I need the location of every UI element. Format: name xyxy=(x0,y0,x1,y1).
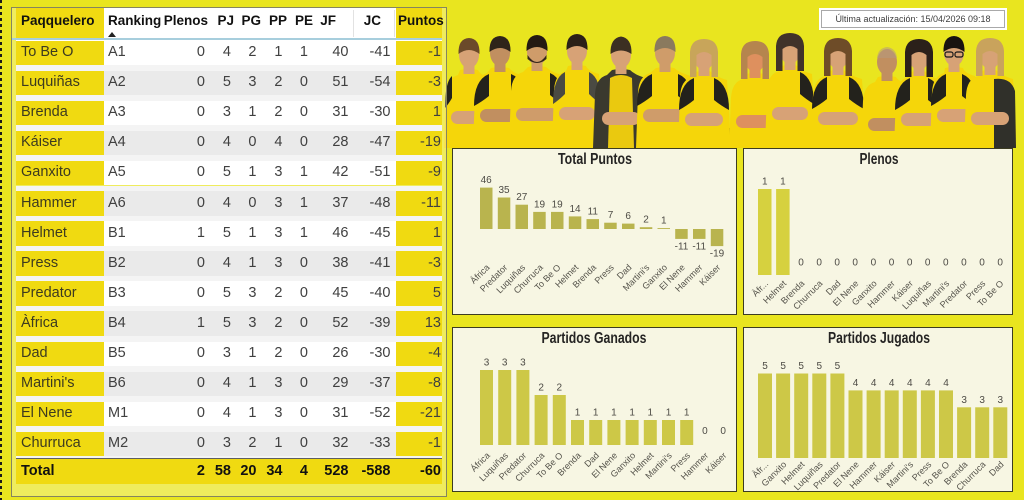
svg-text:2: 2 xyxy=(643,215,649,226)
svg-text:1: 1 xyxy=(575,408,581,419)
svg-text:0: 0 xyxy=(871,258,877,269)
svg-text:Press: Press xyxy=(593,262,617,286)
svg-text:2: 2 xyxy=(557,383,563,394)
svg-text:4: 4 xyxy=(907,378,913,389)
svg-text:-19: -19 xyxy=(710,249,725,260)
svg-text:1: 1 xyxy=(780,177,786,188)
svg-text:Partidos Ganados: Partidos Ganados xyxy=(542,330,647,347)
svg-text:5: 5 xyxy=(817,361,823,372)
svg-text:4: 4 xyxy=(943,378,949,389)
svg-text:3: 3 xyxy=(961,395,967,406)
svg-text:14: 14 xyxy=(569,204,581,215)
svg-text:Dad: Dad xyxy=(987,459,1006,478)
svg-text:1: 1 xyxy=(661,216,667,227)
svg-text:19: 19 xyxy=(552,199,564,210)
svg-text:1: 1 xyxy=(666,408,672,419)
svg-text:0: 0 xyxy=(961,258,967,269)
svg-text:1: 1 xyxy=(684,408,690,419)
svg-text:1: 1 xyxy=(629,408,635,419)
svg-text:6: 6 xyxy=(625,211,631,222)
svg-text:0: 0 xyxy=(997,258,1003,269)
svg-text:-11: -11 xyxy=(692,241,706,252)
svg-text:Káiser: Káiser xyxy=(703,450,728,475)
svg-text:46: 46 xyxy=(481,175,493,186)
svg-text:3: 3 xyxy=(998,395,1004,406)
svg-text:0: 0 xyxy=(907,258,913,269)
svg-text:5: 5 xyxy=(835,361,841,372)
svg-text:0: 0 xyxy=(943,258,949,269)
svg-text:0: 0 xyxy=(979,258,985,269)
svg-text:2: 2 xyxy=(538,383,544,394)
svg-text:0: 0 xyxy=(852,258,858,269)
svg-text:3: 3 xyxy=(520,358,526,369)
svg-text:3: 3 xyxy=(502,358,508,369)
svg-text:4: 4 xyxy=(925,378,931,389)
svg-text:0: 0 xyxy=(889,258,895,269)
svg-text:19: 19 xyxy=(534,199,546,210)
svg-text:0: 0 xyxy=(834,258,840,269)
svg-text:0: 0 xyxy=(798,258,804,269)
svg-text:1: 1 xyxy=(648,408,654,419)
svg-text:Partidos Jugados: Partidos Jugados xyxy=(828,330,930,347)
svg-text:3: 3 xyxy=(484,358,490,369)
svg-text:0: 0 xyxy=(925,258,931,269)
svg-text:1: 1 xyxy=(611,408,617,419)
svg-text:5: 5 xyxy=(798,361,804,372)
svg-text:7: 7 xyxy=(608,210,614,221)
svg-text:4: 4 xyxy=(871,378,877,389)
svg-text:Total Puntos: Total Puntos xyxy=(558,151,632,168)
svg-text:35: 35 xyxy=(498,185,510,196)
svg-text:0: 0 xyxy=(720,426,726,437)
svg-text:0: 0 xyxy=(702,426,708,437)
svg-text:4: 4 xyxy=(853,378,859,389)
svg-text:5: 5 xyxy=(780,361,786,372)
svg-text:5: 5 xyxy=(762,361,768,372)
svg-text:-11: -11 xyxy=(675,241,689,252)
svg-text:4: 4 xyxy=(889,378,895,389)
svg-text:1: 1 xyxy=(762,177,768,188)
svg-text:27: 27 xyxy=(516,192,528,203)
svg-text:3: 3 xyxy=(979,395,985,406)
svg-text:11: 11 xyxy=(588,207,599,218)
svg-text:1: 1 xyxy=(593,408,599,419)
svg-text:Plenos: Plenos xyxy=(860,151,899,168)
svg-text:0: 0 xyxy=(816,258,822,269)
